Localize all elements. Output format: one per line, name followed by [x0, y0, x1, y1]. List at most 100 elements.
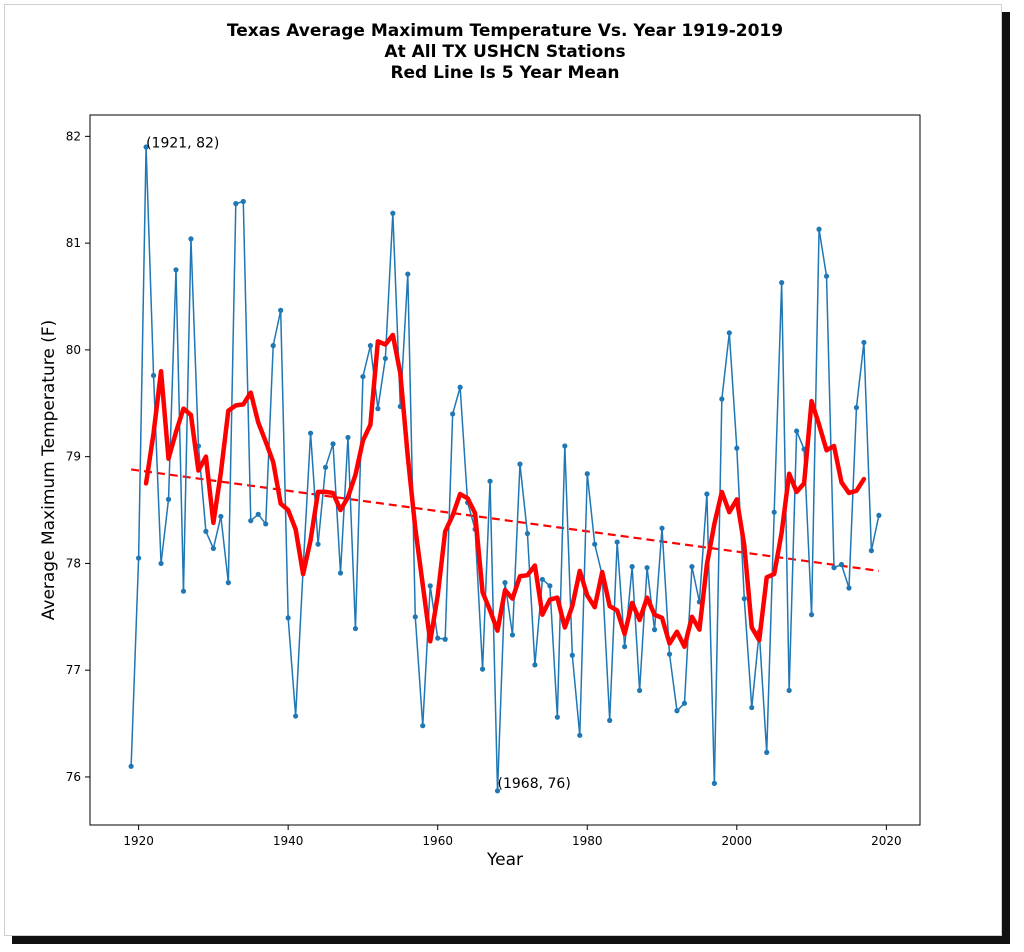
annual-point	[779, 280, 785, 286]
annual-line-segment	[182, 238, 192, 592]
annual-point	[315, 541, 321, 547]
annual-line-segment	[863, 342, 873, 551]
y-tick-label: 79	[66, 450, 81, 464]
annual-line-segment	[354, 376, 364, 629]
annual-line-segment	[511, 464, 521, 635]
annual-line-segment	[773, 282, 783, 513]
annual-point	[293, 713, 299, 719]
annual-point	[734, 445, 740, 451]
annual-point	[494, 788, 501, 794]
annual-point	[786, 687, 792, 694]
annual-line-segment	[706, 494, 716, 784]
annual-line-segment	[586, 473, 596, 545]
annual-point	[502, 580, 508, 586]
annual-point	[532, 662, 538, 668]
annual-point	[554, 714, 560, 720]
annual-point	[547, 583, 553, 589]
y-tick-label: 80	[66, 343, 81, 357]
annual-line-segment	[496, 582, 506, 791]
annual-point	[861, 339, 867, 346]
annual-line-segment	[721, 332, 731, 400]
annual-line-segment	[668, 654, 678, 711]
x-tick-label: 1980	[572, 834, 603, 848]
point-annotation: (1968, 76)	[498, 776, 571, 792]
annual-point	[203, 528, 209, 534]
y-axis: 76 77 78 79 80 81 82	[66, 129, 90, 784]
annual-point	[457, 384, 463, 390]
annual-point	[158, 560, 164, 567]
annual-line-segment	[698, 493, 708, 602]
annual-point	[794, 428, 800, 434]
annual-point	[539, 576, 545, 583]
annual-line-segment	[751, 631, 760, 708]
annual-line-segment	[728, 332, 738, 449]
annual-point	[524, 530, 531, 537]
annual-point	[808, 612, 815, 618]
annual-line-segment	[810, 229, 820, 615]
x-axis-label: Year	[486, 850, 523, 870]
annual-point	[405, 271, 411, 277]
point-annotation: (1921, 82)	[146, 135, 219, 151]
annual-point	[479, 666, 486, 672]
annual-line-segment	[130, 558, 140, 767]
y-tick-label: 76	[66, 770, 81, 784]
annual-point	[764, 749, 770, 755]
annual-line-segment	[384, 213, 394, 359]
annual-line-segment	[332, 443, 342, 574]
annual-point	[569, 652, 575, 658]
annual-point	[450, 411, 456, 417]
annual-line-segment	[212, 516, 222, 549]
x-tick-label: 1960	[422, 834, 453, 848]
annual-line-segment	[414, 616, 424, 726]
y-tick-label: 81	[66, 236, 81, 250]
annual-line-segment	[264, 345, 274, 524]
annual-line-segment	[474, 529, 484, 670]
annual-point	[584, 471, 590, 477]
annual-point	[629, 564, 635, 570]
annual-line-segment	[788, 431, 798, 691]
chart-title: Texas Average Maximum Temperature Vs. Ye…	[227, 21, 783, 83]
x-tick-label: 2020	[871, 834, 902, 848]
annual-point	[704, 491, 710, 497]
annual-point	[846, 585, 852, 591]
annual-point	[509, 632, 516, 638]
annual-point	[278, 307, 284, 313]
annual-point	[749, 704, 755, 711]
annual-point	[644, 565, 650, 571]
annual-line-segment	[743, 598, 753, 708]
annual-point	[651, 627, 658, 633]
annual-line-segment	[564, 445, 574, 656]
annual-line-segment	[481, 481, 491, 670]
annual-point	[248, 518, 254, 524]
annual-point	[136, 555, 142, 561]
annual-point	[360, 373, 366, 380]
annual-line-segment	[287, 617, 297, 717]
annual-point	[240, 198, 246, 205]
annual-point	[188, 236, 194, 242]
annual-point	[689, 564, 695, 570]
annual-line-segment	[848, 407, 858, 589]
annual-point	[218, 513, 224, 520]
annual-point	[322, 464, 329, 470]
annual-point	[382, 355, 388, 362]
plot-border	[89, 114, 921, 826]
annual-line-segment	[691, 566, 701, 603]
annual-line-segment	[713, 398, 723, 784]
annual-line-segment	[601, 575, 611, 721]
y-tick-label: 77	[66, 663, 81, 677]
annual-point	[816, 226, 822, 232]
annual-line-segment	[526, 533, 536, 665]
annual-point	[622, 644, 628, 650]
annual-line-segment	[167, 269, 177, 500]
annual-line-segment	[459, 387, 469, 503]
annual-point	[614, 539, 620, 545]
annual-point	[375, 406, 381, 412]
annual-point	[771, 509, 777, 515]
annual-line-segment	[279, 310, 289, 618]
annual-line-segment	[160, 499, 170, 564]
annual-line-segment	[362, 345, 372, 377]
title-line-2: At All TX USHCN Stations	[384, 42, 625, 62]
x-tick-label: 2000	[722, 834, 753, 848]
annual-point	[517, 461, 523, 467]
